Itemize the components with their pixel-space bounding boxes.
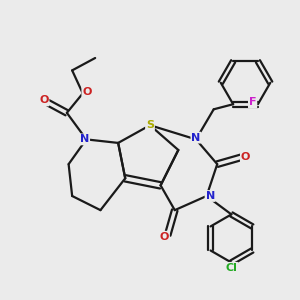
- Text: O: O: [82, 87, 92, 97]
- Text: F: F: [249, 98, 256, 107]
- Text: O: O: [160, 232, 169, 242]
- Text: S: S: [146, 120, 154, 130]
- Text: N: N: [80, 134, 89, 144]
- Text: N: N: [191, 133, 201, 142]
- Text: Cl: Cl: [225, 263, 237, 273]
- Text: N: N: [206, 191, 215, 201]
- Text: O: O: [39, 95, 49, 106]
- Text: O: O: [241, 152, 250, 162]
